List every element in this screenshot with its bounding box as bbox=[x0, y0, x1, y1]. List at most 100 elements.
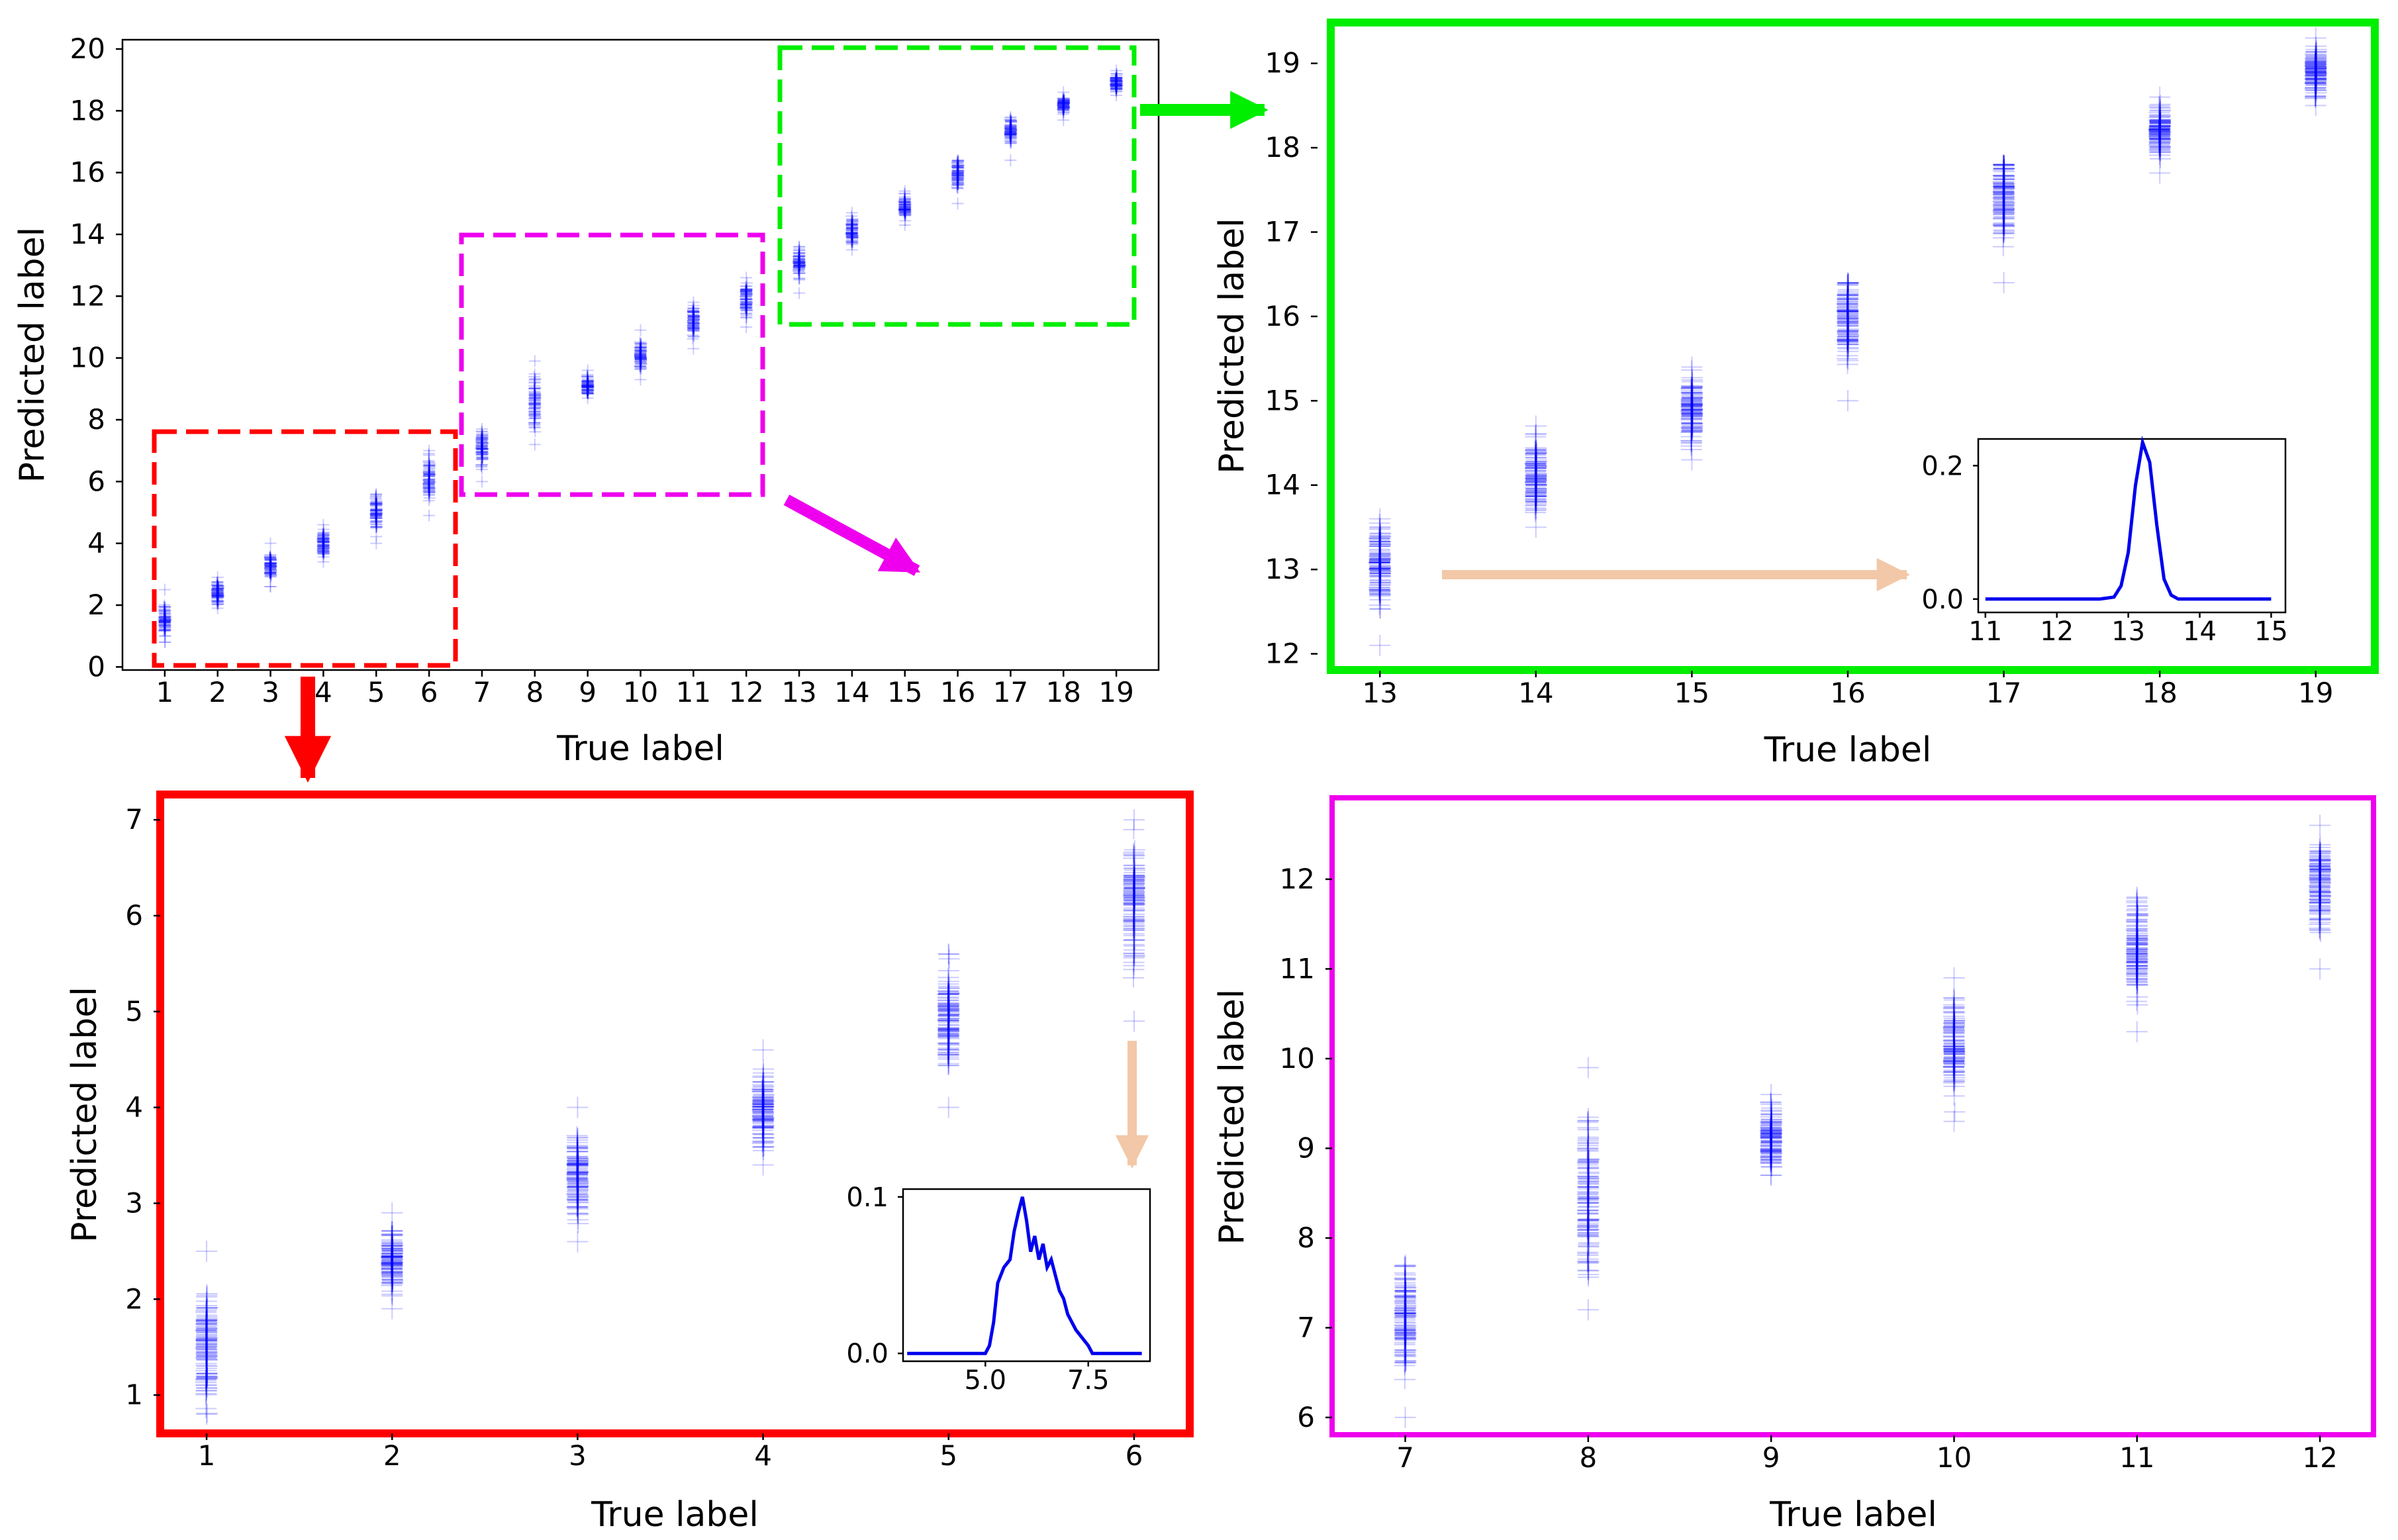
frame-zoom-low bbox=[156, 791, 1194, 1437]
prediction-cluster bbox=[381, 1202, 404, 1320]
x-tick-label: 18 bbox=[2142, 677, 2177, 709]
x-tick-label: 10 bbox=[623, 676, 658, 708]
prediction-cluster bbox=[1004, 111, 1018, 166]
prediction-cluster bbox=[898, 185, 912, 231]
prediction-cluster bbox=[1837, 271, 1859, 412]
x-tick-label: 17 bbox=[993, 676, 1028, 708]
y-tick-label: 6 bbox=[125, 899, 143, 932]
prediction-cluster bbox=[566, 1096, 589, 1253]
x-tick-label: 19 bbox=[1098, 676, 1133, 708]
x-tick-label: 11 bbox=[676, 676, 711, 708]
prediction-cluster bbox=[2304, 27, 2327, 117]
prediction-cluster bbox=[1057, 86, 1071, 126]
y-tick-label: 12 bbox=[70, 279, 105, 312]
prediction-cluster bbox=[845, 207, 859, 256]
x-tick-label: 15 bbox=[1674, 677, 1709, 709]
x-tick-label: 7 bbox=[473, 676, 491, 708]
y-tick-label: 10 bbox=[70, 342, 105, 374]
y-tick-label: 4 bbox=[87, 527, 105, 559]
x-tick-label: 14 bbox=[834, 676, 869, 708]
prediction-cluster bbox=[475, 423, 489, 488]
prediction-cluster bbox=[264, 537, 277, 593]
prediction-cluster bbox=[687, 296, 700, 355]
prediction-cluster bbox=[1368, 508, 1392, 656]
prediction-cluster bbox=[528, 355, 542, 451]
x-tick-label: 13 bbox=[1363, 677, 1398, 709]
chart-zoom-high: 13 14 15 16 17 18 19 12 13 14 15 16 17 18 19 True label… bbox=[1212, 27, 2333, 770]
x-tick-label: 19 bbox=[2298, 677, 2333, 709]
y-tick-label: 17 bbox=[1265, 216, 1300, 248]
prediction-cluster bbox=[1524, 415, 1547, 538]
prediction-cluster bbox=[211, 571, 224, 614]
prediction-cluster bbox=[158, 583, 171, 648]
x-tick-label: 1 bbox=[156, 676, 174, 708]
y-tick-label: 16 bbox=[70, 156, 105, 189]
x-tick-label: 16 bbox=[1830, 677, 1865, 709]
y-tick-label: 7 bbox=[125, 803, 143, 836]
x-tick-label: 1 bbox=[198, 1439, 216, 1472]
x-tick-label: 6 bbox=[1126, 1439, 1143, 1472]
y-tick-label: 0 bbox=[87, 650, 105, 683]
y-tick-label: 15 bbox=[1265, 384, 1300, 416]
prediction-cluster bbox=[1680, 356, 1703, 471]
x-tick-label: 18 bbox=[1046, 676, 1081, 708]
y-tick-label: 16 bbox=[1265, 300, 1300, 332]
x-tick-label: 5 bbox=[367, 676, 385, 708]
frame-zoom-high bbox=[1327, 19, 2379, 674]
frame-zoom-mid bbox=[1329, 795, 2376, 1437]
y-tick-label: 14 bbox=[1265, 469, 1300, 501]
y-axis-label: Predicted label bbox=[65, 987, 105, 1242]
prediction-cluster bbox=[581, 364, 595, 405]
x-tick-label: 4 bbox=[314, 676, 332, 708]
x-tick-label: 5 bbox=[939, 1439, 957, 1472]
x-tick-label: 17 bbox=[1986, 677, 2021, 709]
x-tick-label: 8 bbox=[526, 676, 544, 708]
x-tick-label: 9 bbox=[579, 676, 597, 708]
chart-zoom-low: 1 2 3 4 5 6 1 2 3 4 5 6 7 True label Predicted label bbox=[65, 803, 1145, 1535]
x-tick-label: 14 bbox=[1518, 677, 1553, 709]
y-tick-label: 2 bbox=[87, 589, 105, 621]
x-tick-label: 3 bbox=[569, 1439, 587, 1472]
x-tick-label: 16 bbox=[940, 676, 975, 708]
y-tick-label: 6 bbox=[87, 465, 105, 497]
y-tick-label: 3 bbox=[125, 1186, 143, 1219]
prediction-cluster bbox=[422, 444, 436, 522]
x-tick-label: 13 bbox=[781, 676, 816, 708]
x-tick-label: 12 bbox=[728, 676, 763, 708]
prediction-cluster bbox=[740, 271, 753, 333]
prediction-cluster bbox=[316, 518, 330, 568]
x-tick-label: 6 bbox=[420, 676, 438, 708]
x-axis-label: True label bbox=[556, 729, 724, 769]
x-axis-label: True label bbox=[1764, 730, 1932, 770]
x-tick-label: 4 bbox=[754, 1439, 772, 1472]
chart-overview: 1 2 3 4 5 6 7 8 9 10 11 12 13 14 15 16 17 18 1902468101214… bbox=[13, 32, 1160, 769]
y-tick-label: 8 bbox=[87, 403, 105, 436]
prediction-cluster bbox=[2148, 86, 2172, 184]
prediction-cluster bbox=[1110, 64, 1124, 101]
prediction-cluster bbox=[195, 1240, 218, 1425]
x-axis-label: True label bbox=[591, 1495, 759, 1535]
y-tick-label: 18 bbox=[70, 94, 105, 126]
y-tick-label: 19 bbox=[1265, 47, 1300, 79]
y-tick-label: 5 bbox=[125, 995, 143, 1028]
prediction-cluster bbox=[1992, 154, 2015, 293]
x-tick-label: 15 bbox=[887, 676, 922, 708]
y-tick-label: 4 bbox=[125, 1091, 143, 1124]
prediction-cluster bbox=[951, 154, 965, 210]
x-tick-label: 2 bbox=[383, 1439, 401, 1472]
y-axis-label: Predicted label bbox=[1212, 218, 1252, 473]
y-tick-label: 2 bbox=[125, 1282, 143, 1315]
prediction-cluster bbox=[369, 488, 383, 550]
prediction-cluster bbox=[792, 240, 806, 299]
y-tick-label: 14 bbox=[70, 218, 105, 250]
prediction-cluster bbox=[634, 324, 647, 386]
x-tick-label: 3 bbox=[262, 676, 279, 708]
x-tick-label: 2 bbox=[209, 676, 226, 708]
y-tick-label: 1 bbox=[125, 1378, 143, 1411]
y-tick-label: 18 bbox=[1265, 131, 1300, 164]
y-tick-label: 20 bbox=[70, 32, 105, 65]
y-axis-label: Predicted label bbox=[13, 227, 52, 483]
y-tick-label: 13 bbox=[1265, 553, 1300, 585]
y-tick-label: 12 bbox=[1265, 638, 1300, 670]
